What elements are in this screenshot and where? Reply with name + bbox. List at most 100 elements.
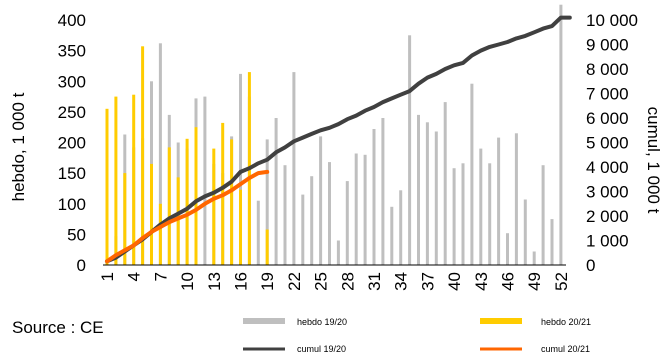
bar-hebdo-19-20	[292, 72, 296, 265]
bar-hebdo-20-21	[185, 138, 189, 265]
x-tick-label: 37	[418, 272, 437, 291]
bar-hebdo-19-20	[497, 137, 501, 265]
bar-hebdo-20-21	[123, 173, 127, 265]
bar-hebdo-20-21	[141, 46, 145, 265]
x-axis-ticks: 1 4 7 10 13 16 19 22 25 28 31 34 37 40 43 46 49 52	[98, 272, 571, 291]
bar-hebdo-19-20	[310, 176, 314, 265]
x-tick-label: 28	[338, 272, 357, 291]
y-left-tick-label: 100	[58, 195, 86, 214]
bar-hebdo-19-20	[550, 219, 554, 265]
bar-hebdo-19-20	[239, 73, 242, 266]
y-right-tick-label: 1 000	[586, 232, 629, 251]
bar-hebdo-19-20	[363, 154, 367, 266]
x-tick-label: 34	[392, 272, 411, 291]
y-left-tick-label: 400	[58, 11, 86, 30]
y-right-tick-label: 2 000	[586, 207, 629, 226]
line-cumul-19-20	[105, 15, 572, 264]
bar-hebdo-20-21	[194, 127, 198, 265]
legend-label-cumul-19-20: cumul 19/20	[297, 344, 346, 354]
y-left-tick-label: 50	[67, 225, 86, 244]
y-right-tick-label: 7 000	[586, 85, 629, 104]
bar-hebdo-19-20	[354, 153, 358, 265]
legend-label-cumul-20-21: cumul 20/21	[541, 344, 590, 354]
x-tick-label: 7	[151, 272, 170, 281]
bar-hebdo-19-20	[319, 136, 323, 265]
bar-hebdo-19-20	[514, 133, 518, 265]
bar-hebdo-20-21	[132, 94, 136, 265]
x-tick-label: 10	[178, 272, 197, 291]
y-left-tick-label: 300	[58, 72, 86, 91]
y-axis-right-label: cumul, 1 000 t	[644, 107, 663, 214]
bar-hebdo-20-21	[265, 229, 269, 265]
source-note: Source : CE	[12, 318, 104, 337]
bar-hebdo-19-20	[372, 129, 376, 265]
legend-swatch-hebdo-20-21	[480, 318, 522, 324]
x-tick-label: 4	[125, 272, 144, 281]
bar-hebdo-19-20	[274, 118, 278, 265]
y-right-tick-label: 9 000	[586, 36, 629, 55]
legend-label-hebdo-19-20: hebdo 19/20	[297, 317, 347, 327]
bar-hebdo-19-20	[506, 233, 509, 265]
x-tick-label: 46	[499, 272, 518, 291]
bar-hebdo-19-20	[283, 165, 287, 265]
x-tick-label: 19	[258, 272, 277, 291]
bar-hebdo-19-20	[408, 35, 412, 265]
legend: hebdo 19/20 hebdo 20/21 cumul 19/20 cumu…	[243, 317, 591, 354]
x-tick-label: 43	[472, 272, 491, 291]
bar-hebdo-20-21	[105, 108, 109, 265]
bar-hebdo-19-20	[203, 96, 207, 265]
x-tick-label: 25	[312, 272, 331, 291]
bar-hebdo-19-20	[265, 139, 269, 265]
y-right-tick-label: 8 000	[586, 60, 629, 79]
bar-hebdo-19-20	[541, 165, 545, 265]
y-axis-left-label: hebdo, 1 000 t	[9, 92, 28, 201]
y-right-tick-label: 0	[586, 256, 595, 275]
bar-hebdo-19-20	[532, 251, 536, 265]
bar-hebdo-19-20	[390, 206, 394, 265]
x-tick-label: 40	[445, 272, 464, 291]
y-left-tick-label: 200	[58, 134, 86, 153]
y-axis-right-ticks: 0 1 000 2 000 3 000 4 000 5 000 6 000 7 000 8 00…	[586, 11, 638, 275]
x-tick-label: 16	[232, 272, 251, 291]
cumulative-lines	[105, 15, 572, 264]
bar-hebdo-19-20	[434, 131, 438, 265]
y-left-tick-label: 0	[77, 256, 86, 275]
bar-hebdo-20-21	[212, 148, 216, 265]
bars-hebdo-20-21	[105, 46, 269, 266]
bar-hebdo-19-20	[417, 114, 420, 266]
x-tick-label: 1	[98, 272, 117, 281]
bar-hebdo-20-21	[158, 203, 162, 266]
x-tick-label: 22	[285, 272, 304, 291]
bar-hebdo-19-20	[328, 162, 331, 265]
bar-hebdo-20-21	[167, 147, 171, 265]
bar-hebdo-19-20	[479, 148, 483, 265]
bar-hebdo-20-21	[150, 163, 153, 265]
bar-hebdo-19-20	[301, 194, 305, 265]
bar-hebdo-19-20	[399, 190, 403, 265]
y-right-tick-label: 6 000	[586, 109, 629, 128]
bar-hebdo-19-20	[559, 4, 563, 265]
bar-hebdo-19-20	[523, 199, 527, 265]
y-left-tick-label: 350	[58, 42, 86, 61]
bar-hebdo-19-20	[488, 163, 492, 265]
bar-hebdo-20-21	[114, 96, 118, 265]
x-tick-label: 31	[365, 272, 384, 291]
bar-hebdo-19-20	[158, 43, 162, 265]
bar-hebdo-19-20	[425, 122, 429, 265]
bar-hebdo-19-20	[470, 83, 474, 265]
bar-hebdo-19-20	[256, 200, 260, 265]
y-right-tick-label: 3 000	[586, 183, 629, 202]
bar-hebdo-19-20	[381, 118, 385, 265]
bar-hebdo-20-21	[239, 189, 242, 265]
legend-label-hebdo-20-21: hebdo 20/21	[541, 317, 591, 327]
y-right-tick-label: 4 000	[586, 158, 629, 177]
y-axis-left-ticks: 0 50 100 150 200 250 300 350 400	[58, 11, 86, 275]
legend-swatch-hebdo-19-20	[243, 318, 285, 324]
bar-hebdo-20-21	[230, 139, 234, 265]
bar-hebdo-19-20	[443, 102, 447, 265]
y-right-tick-label: 5 000	[586, 134, 629, 153]
y-right-tick-label: 10 000	[586, 11, 638, 30]
bar-hebdo-19-20	[336, 240, 340, 265]
